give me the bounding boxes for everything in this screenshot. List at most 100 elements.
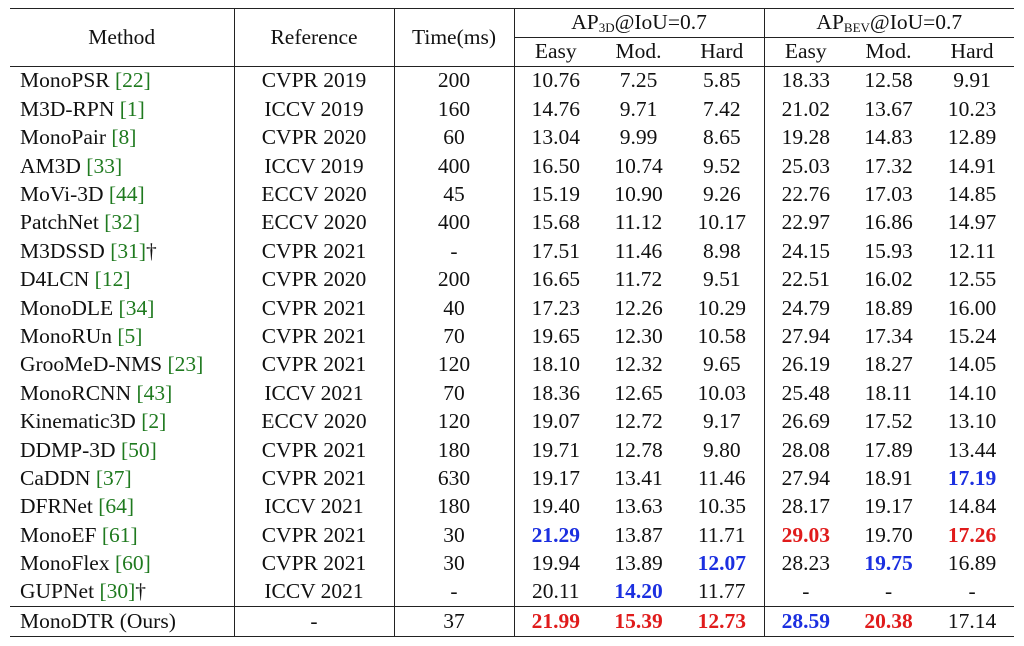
ap3d-easy-cell: 17.23 (531, 295, 580, 320)
citation-link[interactable]: [61] (101, 522, 138, 547)
ap3d-hard-cell: 11.77 (680, 578, 765, 607)
table-row: MonoPSR [22] CVPR 2019 200 10.76 7.25 5.85 18.… (10, 66, 1015, 96)
apbev-hard-cell: 14.85 (947, 182, 997, 206)
citation-link[interactable]: [34] (118, 295, 155, 320)
ap3d-hard-cell: 9.26 (680, 180, 765, 209)
method-cell: M3D-RPN [1] (10, 95, 235, 124)
apbev-mod-cell: 17.52 (864, 409, 913, 434)
citation-link[interactable]: [44] (108, 182, 145, 206)
apbev-easy-cell: 29.03 (781, 522, 830, 547)
ap3d-hard-cell: 10.03 (680, 379, 765, 408)
method-cell: CaDDN [37] (10, 464, 235, 493)
header-ap3d-mod: Mod. (597, 37, 680, 67)
table-row: CaDDN [37] CVPR 2021 630 19.17 13.41 11.46 27.… (10, 464, 1014, 493)
time-cell: 160 (394, 95, 515, 124)
apbev-hard-cell: 14.84 (947, 494, 997, 519)
apbev-easy-cell: 26.19 (781, 352, 830, 377)
ap3d-mod-cell: 12.78 (614, 437, 663, 462)
method-cell: MonoDLE [34] (10, 294, 235, 323)
reference-cell: ICCV 2021 (234, 492, 395, 522)
ap3d-easy-cell: 19.07 (531, 409, 580, 434)
ap3d-easy-cell: 10.76 (514, 66, 597, 96)
ap3d-easy-cell: 18.36 (531, 380, 580, 405)
ap3d-hard-cell: 5.85 (680, 66, 765, 96)
ap3d-mod-cell: 9.71 (619, 96, 658, 121)
ap3d-prefix: AP (571, 10, 599, 34)
apbev-hard-cell: 17.26 (947, 522, 997, 547)
header-reference: Reference (234, 8, 395, 67)
method-name: DDMP-3D (20, 437, 116, 462)
citation-link[interactable]: [60] (114, 551, 151, 576)
apbev-mod-cell: 17.34 (864, 323, 913, 348)
table-row: MonoRUn [5] CVPR 2021 70 19.65 12.30 10.58 27.… (10, 322, 1014, 351)
table-row: M3DSSD [31]† CVPR 2021-17.51 11.46 8.98 24.1… (10, 237, 1014, 266)
reference-cell: CVPR 2021 (234, 294, 395, 323)
header-ap3d-hard: Hard (680, 37, 765, 67)
ap3d-hard-cell: 11.46 (680, 464, 765, 493)
citation-link[interactable]: [12] (94, 267, 131, 292)
reference-cell: CVPR 2020 (234, 123, 395, 153)
ap3d-easy-cell: 14.76 (531, 96, 580, 121)
ap3d-hard-cell: 9.80 (680, 436, 765, 465)
apbev-hard-cell: 16.89 (947, 551, 997, 576)
apbev-mod-cell: 18.89 (864, 295, 913, 320)
ap3d-easy-cell: 15.68 (531, 210, 580, 235)
apbev-hard-cell: 17.14 (930, 606, 1015, 637)
apbev-hard-cell: 15.24 (947, 323, 997, 348)
citation-link[interactable]: [22] (115, 68, 151, 93)
time-cell: 40 (394, 294, 515, 323)
method-name: MonoRCNN (20, 380, 132, 405)
time-cell: 180 (394, 492, 515, 522)
citation-link[interactable]: [23] (167, 352, 204, 377)
citation-link[interactable]: [37] (95, 465, 132, 490)
apbev-mod-cell: 12.58 (847, 66, 931, 96)
ap3d-suffix: @IoU=0.7 (614, 10, 707, 34)
apbev-easy-cell: 21.02 (781, 96, 830, 121)
method-name: MonoPair (20, 125, 106, 150)
apbev-mod-cell: 20.38 (847, 606, 931, 637)
citation-link[interactable]: [5] (117, 323, 143, 348)
dagger-mark: † (135, 579, 147, 604)
method-name: MonoPSR (20, 68, 110, 93)
ap3d-easy-cell: 16.65 (531, 267, 580, 292)
time-cell: 630 (394, 464, 515, 493)
ap3d-mod-cell: 11.12 (614, 210, 663, 235)
apbev-easy-cell: 28.08 (781, 437, 830, 462)
method-cell: GUPNet [30]† (10, 578, 235, 607)
citation-link[interactable]: [32] (104, 210, 141, 235)
ap3d-mod-cell: 7.25 (597, 66, 680, 96)
citation-link[interactable]: [64] (98, 494, 135, 519)
citation-link[interactable]: [43] (136, 380, 173, 405)
citation-link[interactable]: [1] (119, 96, 145, 121)
apbev-mod-cell: 19.17 (864, 494, 913, 519)
citation-link[interactable]: [30] (99, 579, 136, 604)
table-header: Method Reference Time(ms) AP3D@IoU=0.7 A… (10, 8, 1015, 67)
apbev-hard-cell: 9.91 (930, 66, 1015, 96)
apbev-easy-cell: 25.48 (781, 380, 830, 405)
method-cell: AM3D [33] (10, 152, 235, 181)
ap3d-easy-cell: 20.11 (531, 579, 580, 604)
ap3d-easy-cell: 18.10 (531, 352, 580, 377)
apbev-mod-cell: - (884, 579, 893, 604)
citation-link[interactable]: [33] (86, 153, 123, 178)
citation-link[interactable]: [2] (141, 409, 167, 434)
table-row: PatchNet [32] ECCV 2020 400 15.68 11.12 10.17… (10, 208, 1014, 238)
method-name: D4LCN (20, 267, 90, 292)
method-name: MonoRUn (20, 323, 112, 348)
method-cell: DFRNet [64] (10, 492, 235, 522)
table-row: MonoEF [61] CVPR 2021 30 21.29 13.87 11.71 29.… (10, 521, 1014, 550)
ap3d-mod-cell: 13.87 (614, 522, 663, 547)
apbev-hard-cell: 14.97 (947, 210, 997, 235)
time-cell: 120 (394, 407, 515, 437)
ap3d-mod-cell: 13.89 (614, 551, 663, 576)
time-cell: 30 (394, 521, 515, 550)
time-cell: 30 (394, 549, 515, 579)
citation-link[interactable]: [8] (111, 125, 137, 150)
citation-link[interactable]: [50] (120, 437, 157, 462)
method-name: MonoDLE (20, 295, 114, 320)
apbev-easy-cell: 28.23 (781, 551, 830, 576)
reference-cell: CVPR 2021 (234, 436, 395, 465)
citation-link[interactable]: [31] (110, 238, 147, 263)
ap3d-hard-cell: 9.17 (680, 407, 765, 437)
ap3d-hard-cell: 9.51 (680, 265, 765, 295)
